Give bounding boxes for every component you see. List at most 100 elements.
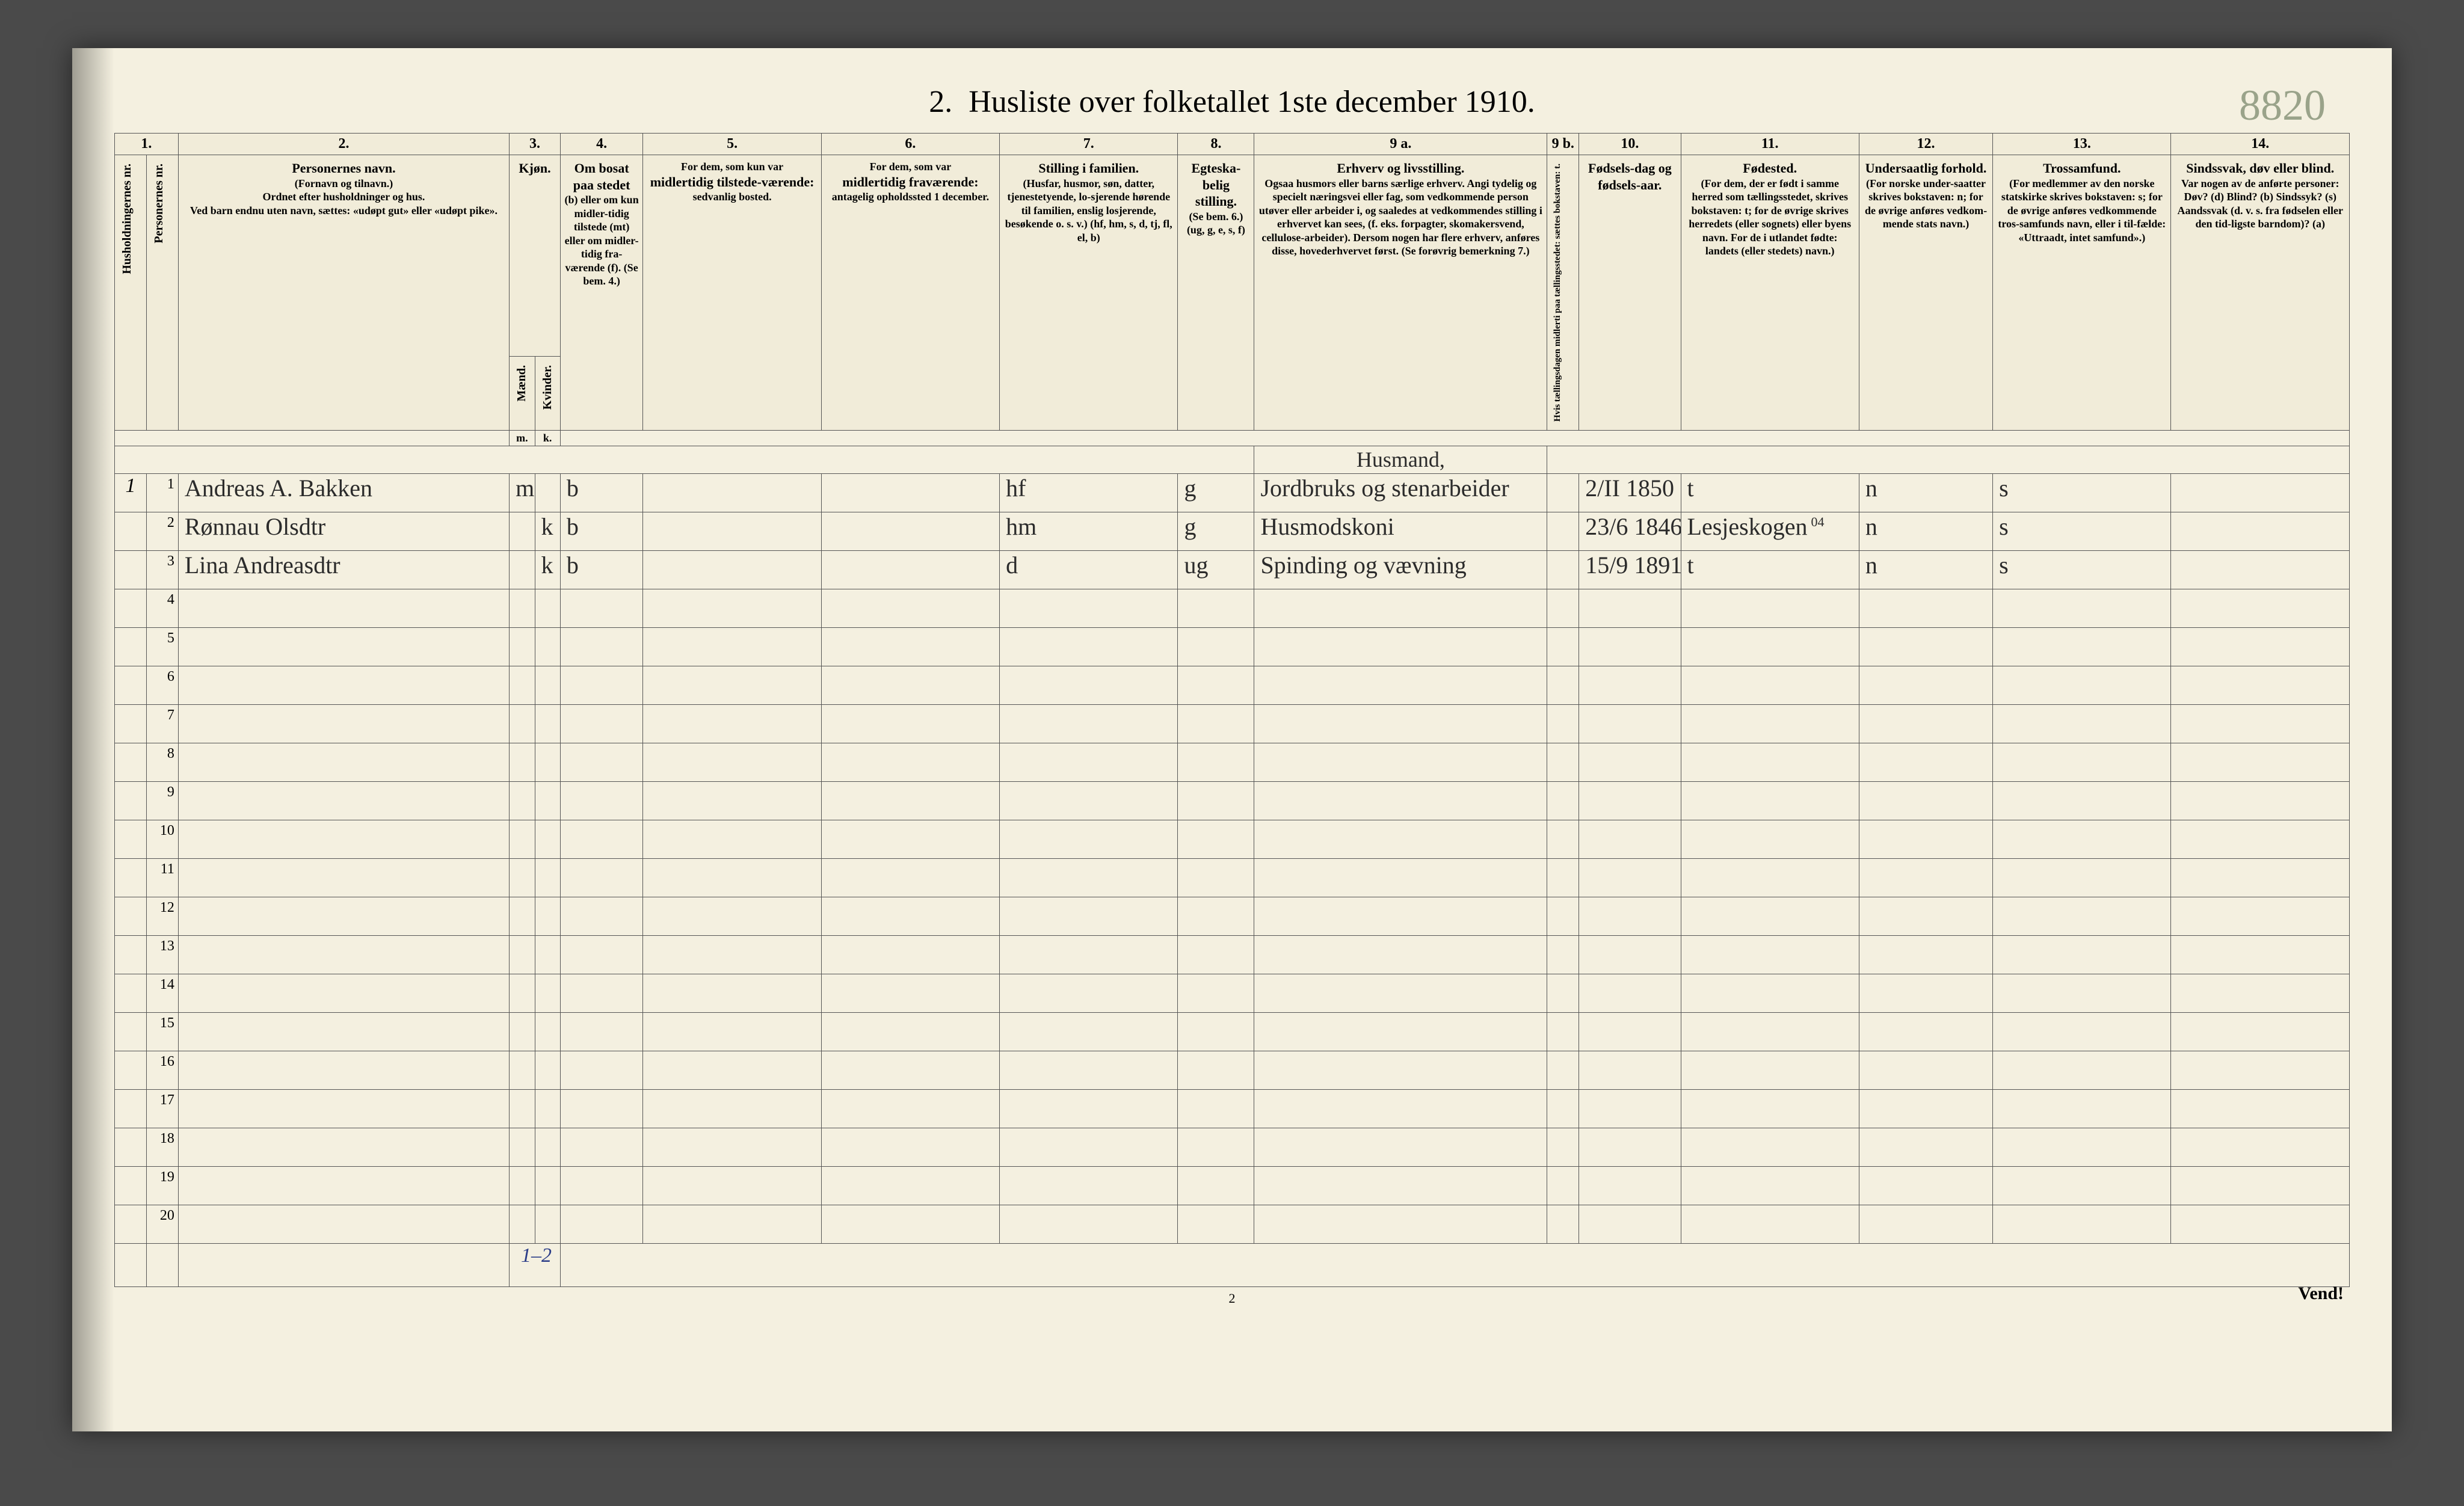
cell-empty [1579,705,1681,743]
cell-empty [1178,1205,1254,1244]
cell-empty [1254,859,1547,897]
cell-empty [1000,1167,1178,1205]
cell-empty [1681,820,1859,859]
cell-empty [510,1128,535,1167]
cell-person-nr: 17 [146,1090,178,1128]
cell-empty [643,974,821,1013]
cell-empty [1859,1167,1992,1205]
cell-empty [1579,1051,1681,1090]
cell-person-nr: 19 [146,1167,178,1205]
cell-empty [1000,820,1178,859]
cell-egteskap: g [1178,512,1254,551]
cell-empty [178,628,509,666]
cell-empty [1681,1090,1859,1128]
hdr-sex-m: Mænd. [510,356,535,430]
cell-fravaer [821,551,999,589]
cell-person-nr: 10 [146,820,178,859]
table-row-empty: 11 [115,859,2350,897]
cell-person-nr: 11 [146,859,178,897]
cell-sindssvak [2171,474,2350,512]
cell-famstilling: hm [1000,512,1178,551]
cell-empty [510,1167,535,1205]
cell-tilstede [643,474,821,512]
cell-empty [1859,666,1992,705]
table-row-empty: 10 [115,820,2350,859]
cell-empty [535,1205,560,1244]
cell-empty [178,589,509,628]
cell-empty [2171,1205,2350,1244]
colnum-10: 10. [1579,134,1681,155]
cell-empty [510,859,535,897]
cell-empty [2171,1128,2350,1167]
cell-empty [510,897,535,936]
cell-empty [535,743,560,782]
cell-empty [1993,820,2171,859]
colnum-8: 8. [1178,134,1254,155]
hdr-tros: Trossamfund. (For medlemmer av den norsk… [1993,155,2171,431]
table-row-empty: 18 [115,1128,2350,1167]
cell-empty [535,859,560,897]
cell-empty [560,820,643,859]
cell-empty [560,859,643,897]
cell-empty [535,974,560,1013]
title-text: Husliste over folketallet 1ste december … [969,85,1535,119]
cell-household [115,859,147,897]
colnum-9b: 9 b. [1547,134,1579,155]
cell-egteskap: ug [1178,551,1254,589]
cell-empty [1579,1128,1681,1167]
cell-empty [2171,666,2350,705]
cell-empty [1000,1051,1178,1090]
cell-empty [1178,897,1254,936]
cell-person-nr: 5 [146,628,178,666]
cell-empty [560,1167,643,1205]
cell-empty [2171,1051,2350,1090]
cell-empty [560,1051,643,1090]
cell-empty [1178,859,1254,897]
colnum-5: 5. [643,134,821,155]
cell-empty [560,589,643,628]
cell-empty [1254,743,1547,782]
cell-empty [1859,1013,1992,1051]
cell-bosat: b [560,551,643,589]
cell-empty [821,1205,999,1244]
cell-empty [821,589,999,628]
cell-empty [1993,1013,2171,1051]
cell-empty [1178,589,1254,628]
cell-empty [2171,859,2350,897]
cell-household [115,897,147,936]
cell-empty [1254,1128,1547,1167]
hdr-erhverv-main: Erhverv og livsstilling. [1258,160,1543,177]
table-row-empty: 7 [115,705,2350,743]
printed-page-number: 2 [114,1291,2350,1306]
cell-empty [178,859,509,897]
cell-empty [1993,628,2171,666]
cell-empty [1859,1205,1992,1244]
hdr-fodselsdato: Fødsels-dag og fødsels-aar. [1579,155,1681,431]
cell-bosat: b [560,512,643,551]
cell-empty [178,1205,509,1244]
cell-empty [1579,1013,1681,1051]
cell-empty [510,666,535,705]
table-row: 3Lina AndreasdtrkbdugSpinding og vævning… [115,551,2350,589]
cell-empty [560,743,643,782]
cell-empty [1859,859,1992,897]
hdr-fravaer: For dem, som var midlertidig fraværende:… [821,155,999,431]
hdr-egteskap-main: Egteska-belig stilling. [1181,160,1250,210]
cell-empty [2171,897,2350,936]
cell-empty [1178,705,1254,743]
cell-sindssvak [2171,551,2350,589]
column-header-row: Husholdningernes nr. Personernes nr. Per… [115,155,2350,357]
hdr-sex-m-full: Mænd. [513,361,531,405]
cell-empty [643,743,821,782]
table-footer-row: 1–2 [115,1244,2350,1287]
cell-empty [178,666,509,705]
cell-empty [535,820,560,859]
hdr-undersaat: Undersaatlig forhold. (For norske under-… [1859,155,1992,431]
hdr-tilstede-pre: For dem, som kun var [647,160,817,174]
cell-fodested: Lesjeskogen04 [1681,512,1859,551]
cell-empty [535,897,560,936]
hdr-name-sub3: Ved barn endnu uten navn, sættes: «udøpt… [182,204,505,218]
cell-empty [1859,897,1992,936]
hdr-sindssvak: Sindssvak, døv eller blind. Var nogen av… [2171,155,2350,431]
cell-undersaat: n [1859,551,1992,589]
